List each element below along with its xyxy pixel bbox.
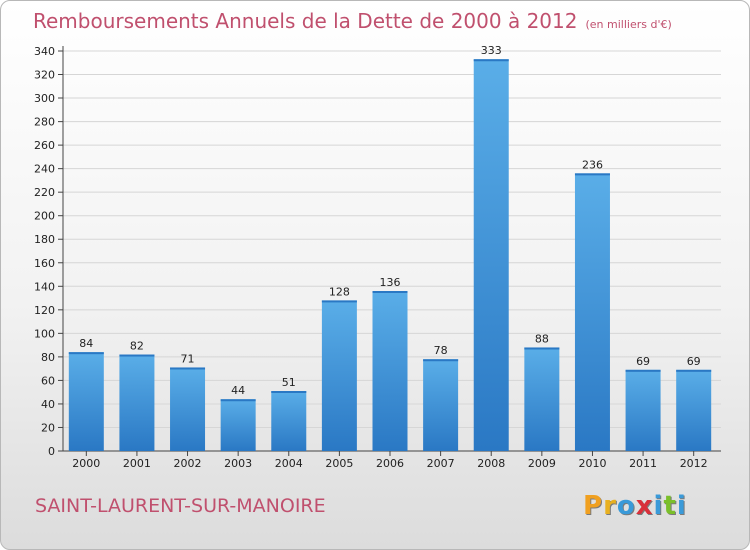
y-tick-label: 280 [34, 116, 55, 129]
bar-value-label: 236 [582, 158, 603, 171]
bar [271, 391, 307, 451]
bar-value-label: 136 [380, 276, 401, 289]
logo-letter: x [635, 491, 654, 521]
bar-value-label: 333 [481, 44, 502, 57]
x-tick-label: 2004 [275, 457, 303, 470]
bar-top-edge [524, 347, 560, 350]
bar-top-edge [676, 369, 712, 372]
y-axis-ticks: 0 20 40 60 80 100 120 140 160 180 200 220 240 260 280 3… [34, 45, 63, 458]
x-tick-label: 2006 [376, 457, 404, 470]
y-tick-label: 260 [34, 139, 55, 152]
bar [473, 59, 509, 452]
y-tick-label: 60 [41, 374, 55, 387]
bar [574, 173, 610, 451]
bar [119, 354, 155, 451]
logo-letter: o [616, 491, 636, 521]
y-tick-label: 140 [34, 280, 55, 293]
x-tick-label: 2010 [578, 457, 606, 470]
bar [524, 347, 560, 451]
x-tick-label: 2009 [528, 457, 556, 470]
y-tick-label: 180 [34, 233, 55, 246]
bar [321, 300, 357, 451]
bar [220, 399, 256, 451]
chart-title-text: Remboursements Annuels de la Dette de 20… [33, 9, 578, 33]
x-tick-label: 2005 [325, 457, 353, 470]
bar-value-label: 44 [231, 384, 245, 397]
chart-title: Remboursements Annuels de la Dette de 20… [33, 9, 672, 33]
x-tick-label: 2012 [680, 457, 708, 470]
y-tick-label: 240 [34, 163, 55, 176]
logo-letter: i [676, 491, 687, 521]
logo-letter: r [603, 491, 617, 521]
city-name: SAINT-LAURENT-SUR-MANOIRE [35, 495, 326, 517]
bar-top-edge [119, 354, 155, 357]
y-tick-label: 0 [48, 445, 55, 458]
y-tick-label: 40 [41, 398, 55, 411]
bar-top-edge [68, 352, 104, 355]
bar-value-label: 71 [181, 352, 195, 365]
x-tick-label: 2007 [427, 457, 455, 470]
bar-value-label: 82 [130, 340, 144, 353]
x-tick-label: 2008 [477, 457, 505, 470]
bar-top-edge [372, 291, 408, 293]
y-tick-label: 100 [34, 327, 55, 340]
bar [68, 352, 104, 451]
bar-value-label: 78 [434, 344, 448, 357]
bar [423, 359, 459, 451]
x-tick-label: 2002 [174, 457, 202, 470]
bar [625, 369, 661, 451]
logo-letter: P [583, 491, 604, 521]
bar-value-label: 69 [636, 355, 650, 368]
bars: 84 82 71 44 51 128 136 78 333 88 236 69 69 [68, 44, 712, 452]
bar-value-label: 128 [329, 285, 350, 298]
y-tick-label: 80 [41, 351, 55, 364]
y-tick-label: 340 [34, 45, 55, 58]
bar-value-label: 51 [282, 376, 296, 389]
bar-value-label: 69 [687, 355, 701, 368]
bar [372, 291, 408, 451]
y-tick-label: 20 [41, 421, 55, 434]
x-tick-label: 2011 [629, 457, 657, 470]
proxiti-logo: Proxiti [583, 491, 687, 521]
y-tick-label: 320 [34, 69, 55, 82]
bar-top-edge [170, 367, 206, 370]
bar-top-edge [423, 359, 459, 362]
y-tick-label: 160 [34, 257, 55, 270]
x-tick-label: 2003 [224, 457, 252, 470]
bar-top-edge [625, 369, 661, 372]
bar-top-edge [321, 300, 357, 303]
bar [676, 369, 712, 451]
bar [170, 367, 206, 451]
y-tick-label: 200 [34, 210, 55, 223]
chart-subtitle: (en milliers d'€) [585, 18, 672, 31]
bar-value-label: 84 [79, 337, 93, 350]
x-axis-ticks: 2000 2001 2002 2003 2004 2005 2006 2007 2008 2009… [72, 451, 708, 470]
bar-top-edge [574, 173, 610, 176]
x-tick-label: 2000 [72, 457, 100, 470]
bar-top-edge [271, 391, 307, 393]
x-tick-label: 2001 [123, 457, 151, 470]
logo-letter: t [663, 491, 677, 521]
bar-top-edge [220, 399, 256, 402]
bar-top-edge [473, 59, 509, 62]
bar-value-label: 88 [535, 332, 549, 345]
y-tick-label: 300 [34, 92, 55, 105]
y-tick-label: 120 [34, 304, 55, 317]
y-tick-label: 220 [34, 186, 55, 199]
logo-letter: i [653, 491, 664, 521]
